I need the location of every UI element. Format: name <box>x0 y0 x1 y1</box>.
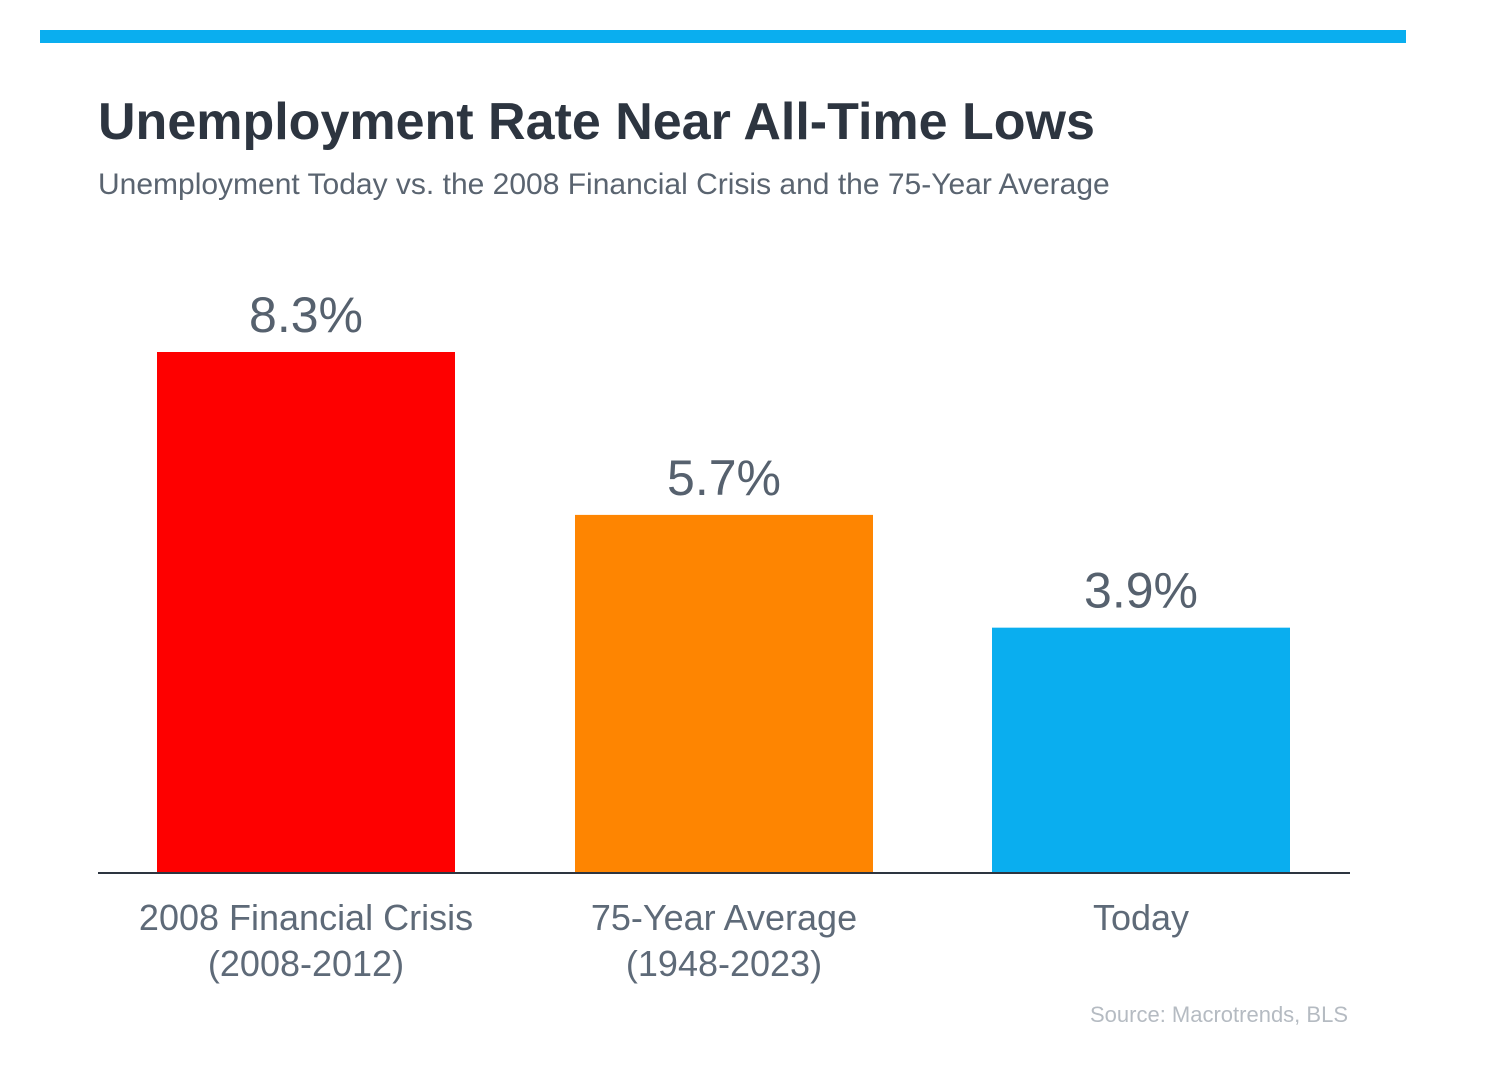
source-note: Source: Macrotrends, BLS <box>1089 1002 1348 1027</box>
bar-2 <box>575 514 873 872</box>
bar-value-label-1: 8.3% <box>249 287 363 343</box>
category-label-1-line-1: 2008 Financial Crisis <box>139 897 473 938</box>
bar-1 <box>157 352 455 872</box>
chart-title: Unemployment Rate Near All-Time Lows <box>98 93 1095 151</box>
bar-value-label-3: 3.9% <box>1084 563 1198 619</box>
bar-3 <box>992 627 1290 872</box>
category-label-3-line-1: Today <box>1093 897 1189 938</box>
category-label-2-line-2: (1948-2023) <box>626 943 822 984</box>
accent-top-bar <box>40 30 1406 43</box>
category-label-2-line-1: 75-Year Average <box>591 897 857 938</box>
category-label-1-line-2: (2008-2012) <box>208 943 404 984</box>
bar-value-label-2: 5.7% <box>667 450 781 506</box>
chart-subtitle: Unemployment Today vs. the 2008 Financia… <box>98 168 1110 201</box>
